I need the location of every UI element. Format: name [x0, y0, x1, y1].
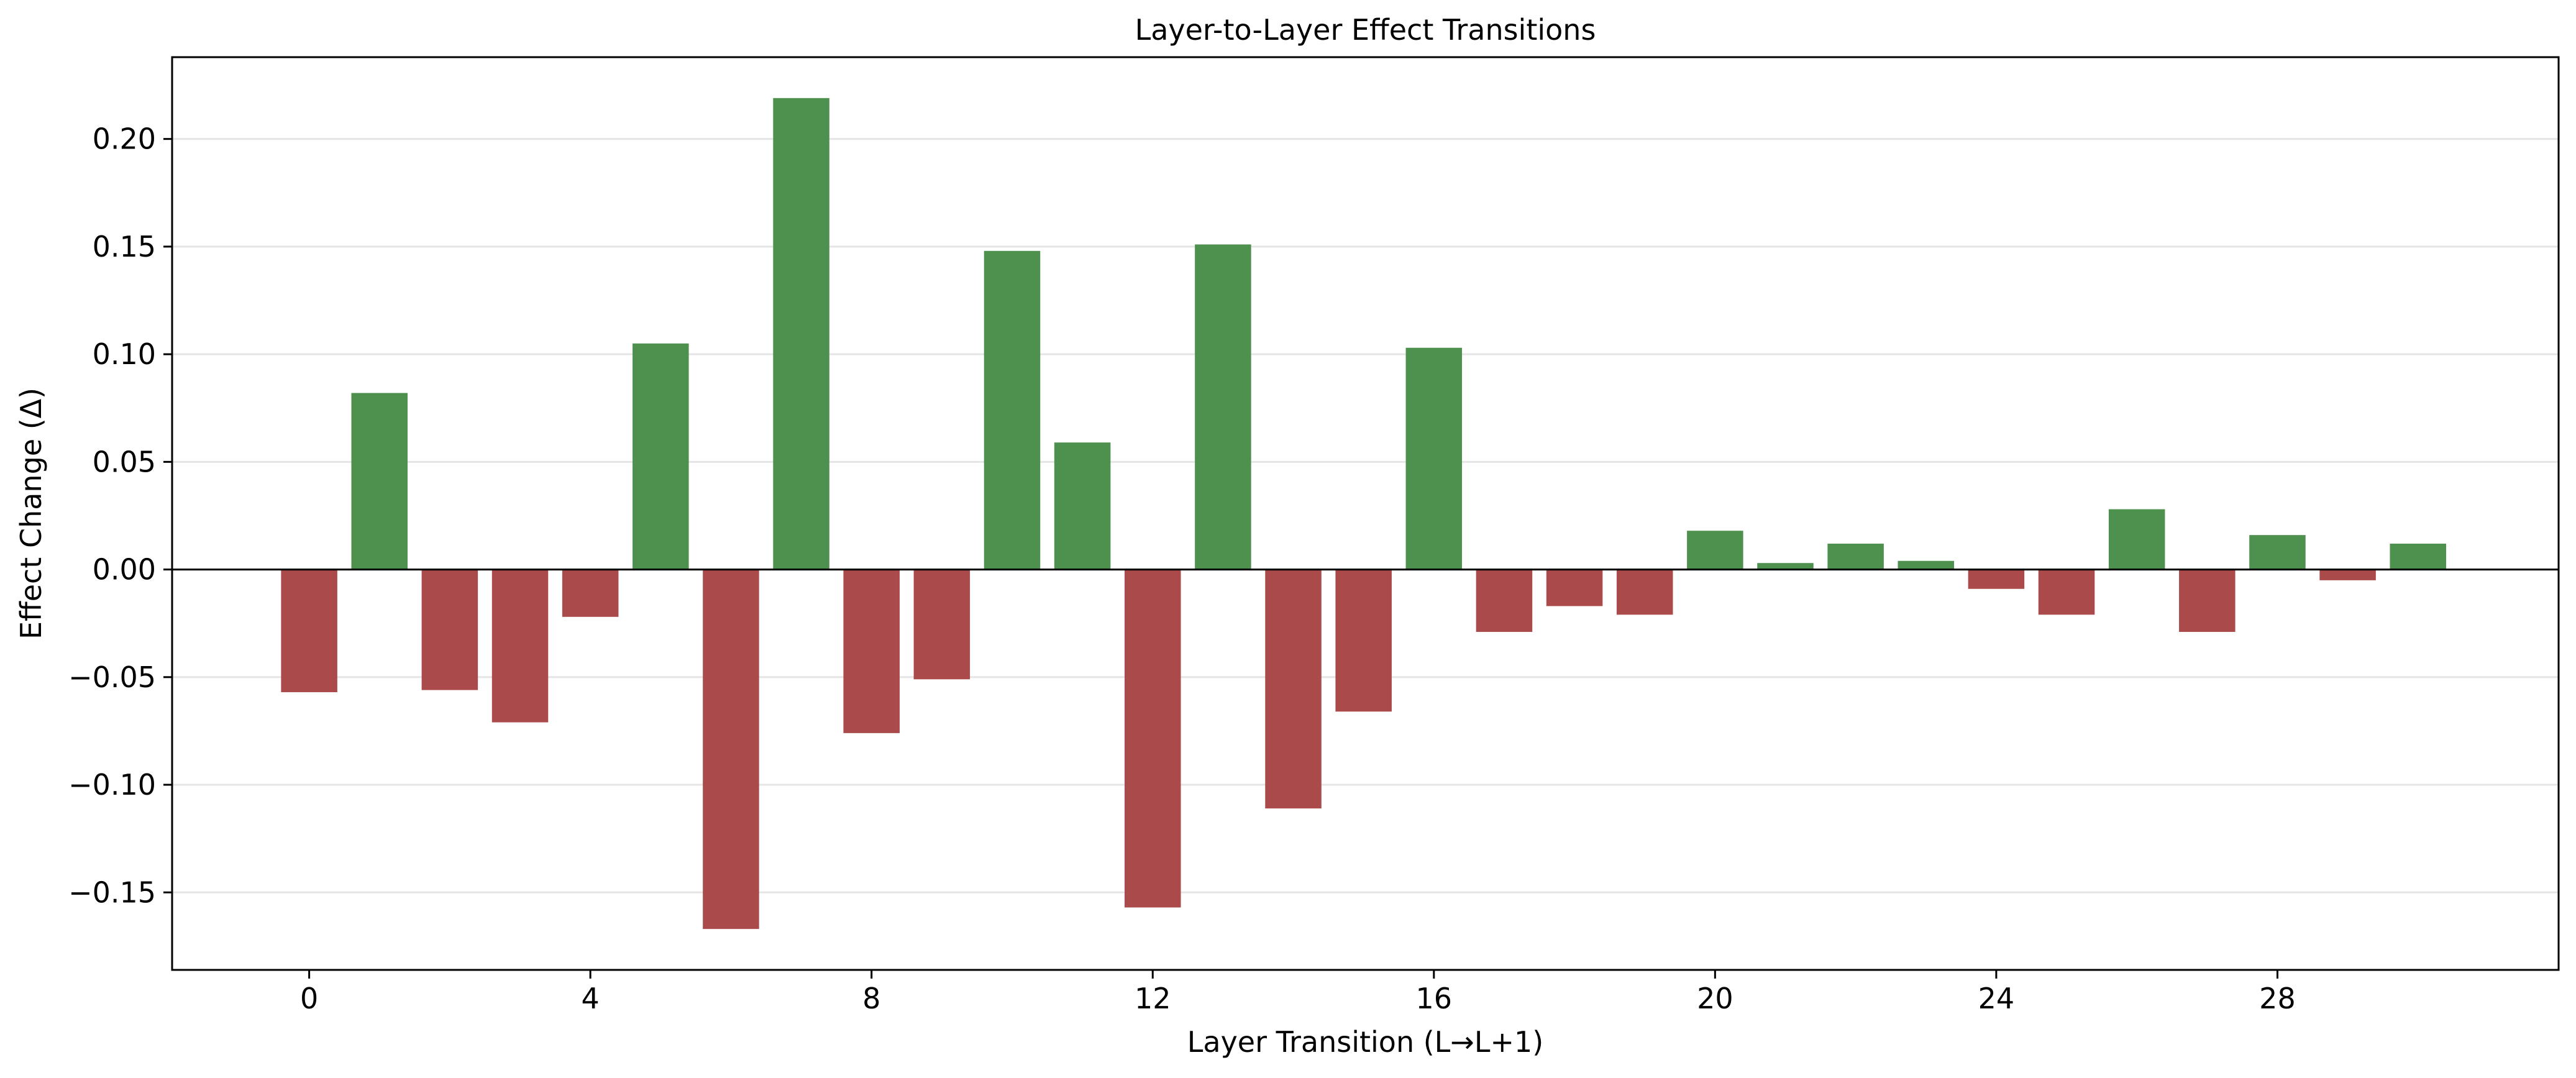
- bar: [2108, 509, 2165, 570]
- bar: [1125, 569, 1181, 908]
- x-tick-label: 4: [582, 982, 600, 1015]
- bars: [281, 98, 2446, 930]
- y-tick-label: −0.15: [68, 875, 156, 909]
- bar: [1054, 442, 1111, 570]
- y-tick-label: 0.10: [93, 337, 156, 371]
- bar: [2390, 544, 2446, 570]
- y-axis-label: Effect Change (Δ): [14, 388, 48, 639]
- bar: [984, 250, 1041, 570]
- y-tick-label: 0.00: [93, 553, 156, 587]
- bar: [1687, 531, 1743, 570]
- bar: [913, 569, 971, 680]
- bar: [633, 343, 689, 570]
- bar: [2179, 569, 2236, 633]
- x-tick-label: 20: [1697, 982, 1733, 1015]
- bar: [491, 569, 549, 723]
- x-tick-label: 12: [1135, 982, 1171, 1015]
- x-tick-label: 8: [862, 982, 880, 1015]
- x-axis-label: Layer Transition (L→L+1): [1187, 1025, 1543, 1059]
- bar: [1616, 569, 1673, 615]
- plot-frame: [171, 56, 2560, 971]
- bar: [1335, 569, 1392, 712]
- y-tick-label: −0.10: [68, 768, 156, 802]
- x-tick-label: 24: [1978, 982, 2015, 1015]
- bar: [1265, 569, 1322, 809]
- bar: [773, 98, 829, 570]
- bar: [562, 569, 619, 617]
- bar: [281, 569, 337, 693]
- chart-title: Layer-to-Layer Effect Transitions: [1135, 13, 1596, 47]
- bar: [1898, 560, 1955, 570]
- bar: [1757, 563, 1814, 570]
- y-tick-label: 0.20: [93, 122, 156, 156]
- bar: [351, 393, 408, 570]
- bar: [843, 569, 900, 733]
- y-tick-label: 0.15: [93, 230, 156, 263]
- bar: [1546, 569, 1603, 606]
- bar: [2038, 569, 2095, 615]
- bar: [1827, 544, 1884, 570]
- bar: [421, 569, 478, 690]
- bar: [1968, 569, 2025, 589]
- bar: [1476, 569, 1533, 633]
- x-tick-label: 28: [2259, 982, 2296, 1015]
- bar: [1195, 244, 1251, 570]
- bar: [703, 569, 759, 930]
- ticks: −0.15 −0.10 −0.05 0.00 0.05 0.10 0.15 0.20 0 4 8 12…: [68, 122, 2296, 1015]
- x-tick-label: 0: [300, 982, 318, 1015]
- y-tick-label: 0.05: [93, 445, 156, 478]
- bar: [2249, 535, 2306, 570]
- x-tick-label: 16: [1416, 982, 1453, 1015]
- bar: [1405, 347, 1463, 570]
- y-tick-label: −0.05: [68, 660, 156, 694]
- bar: [2319, 569, 2376, 580]
- gridlines: [172, 138, 2559, 893]
